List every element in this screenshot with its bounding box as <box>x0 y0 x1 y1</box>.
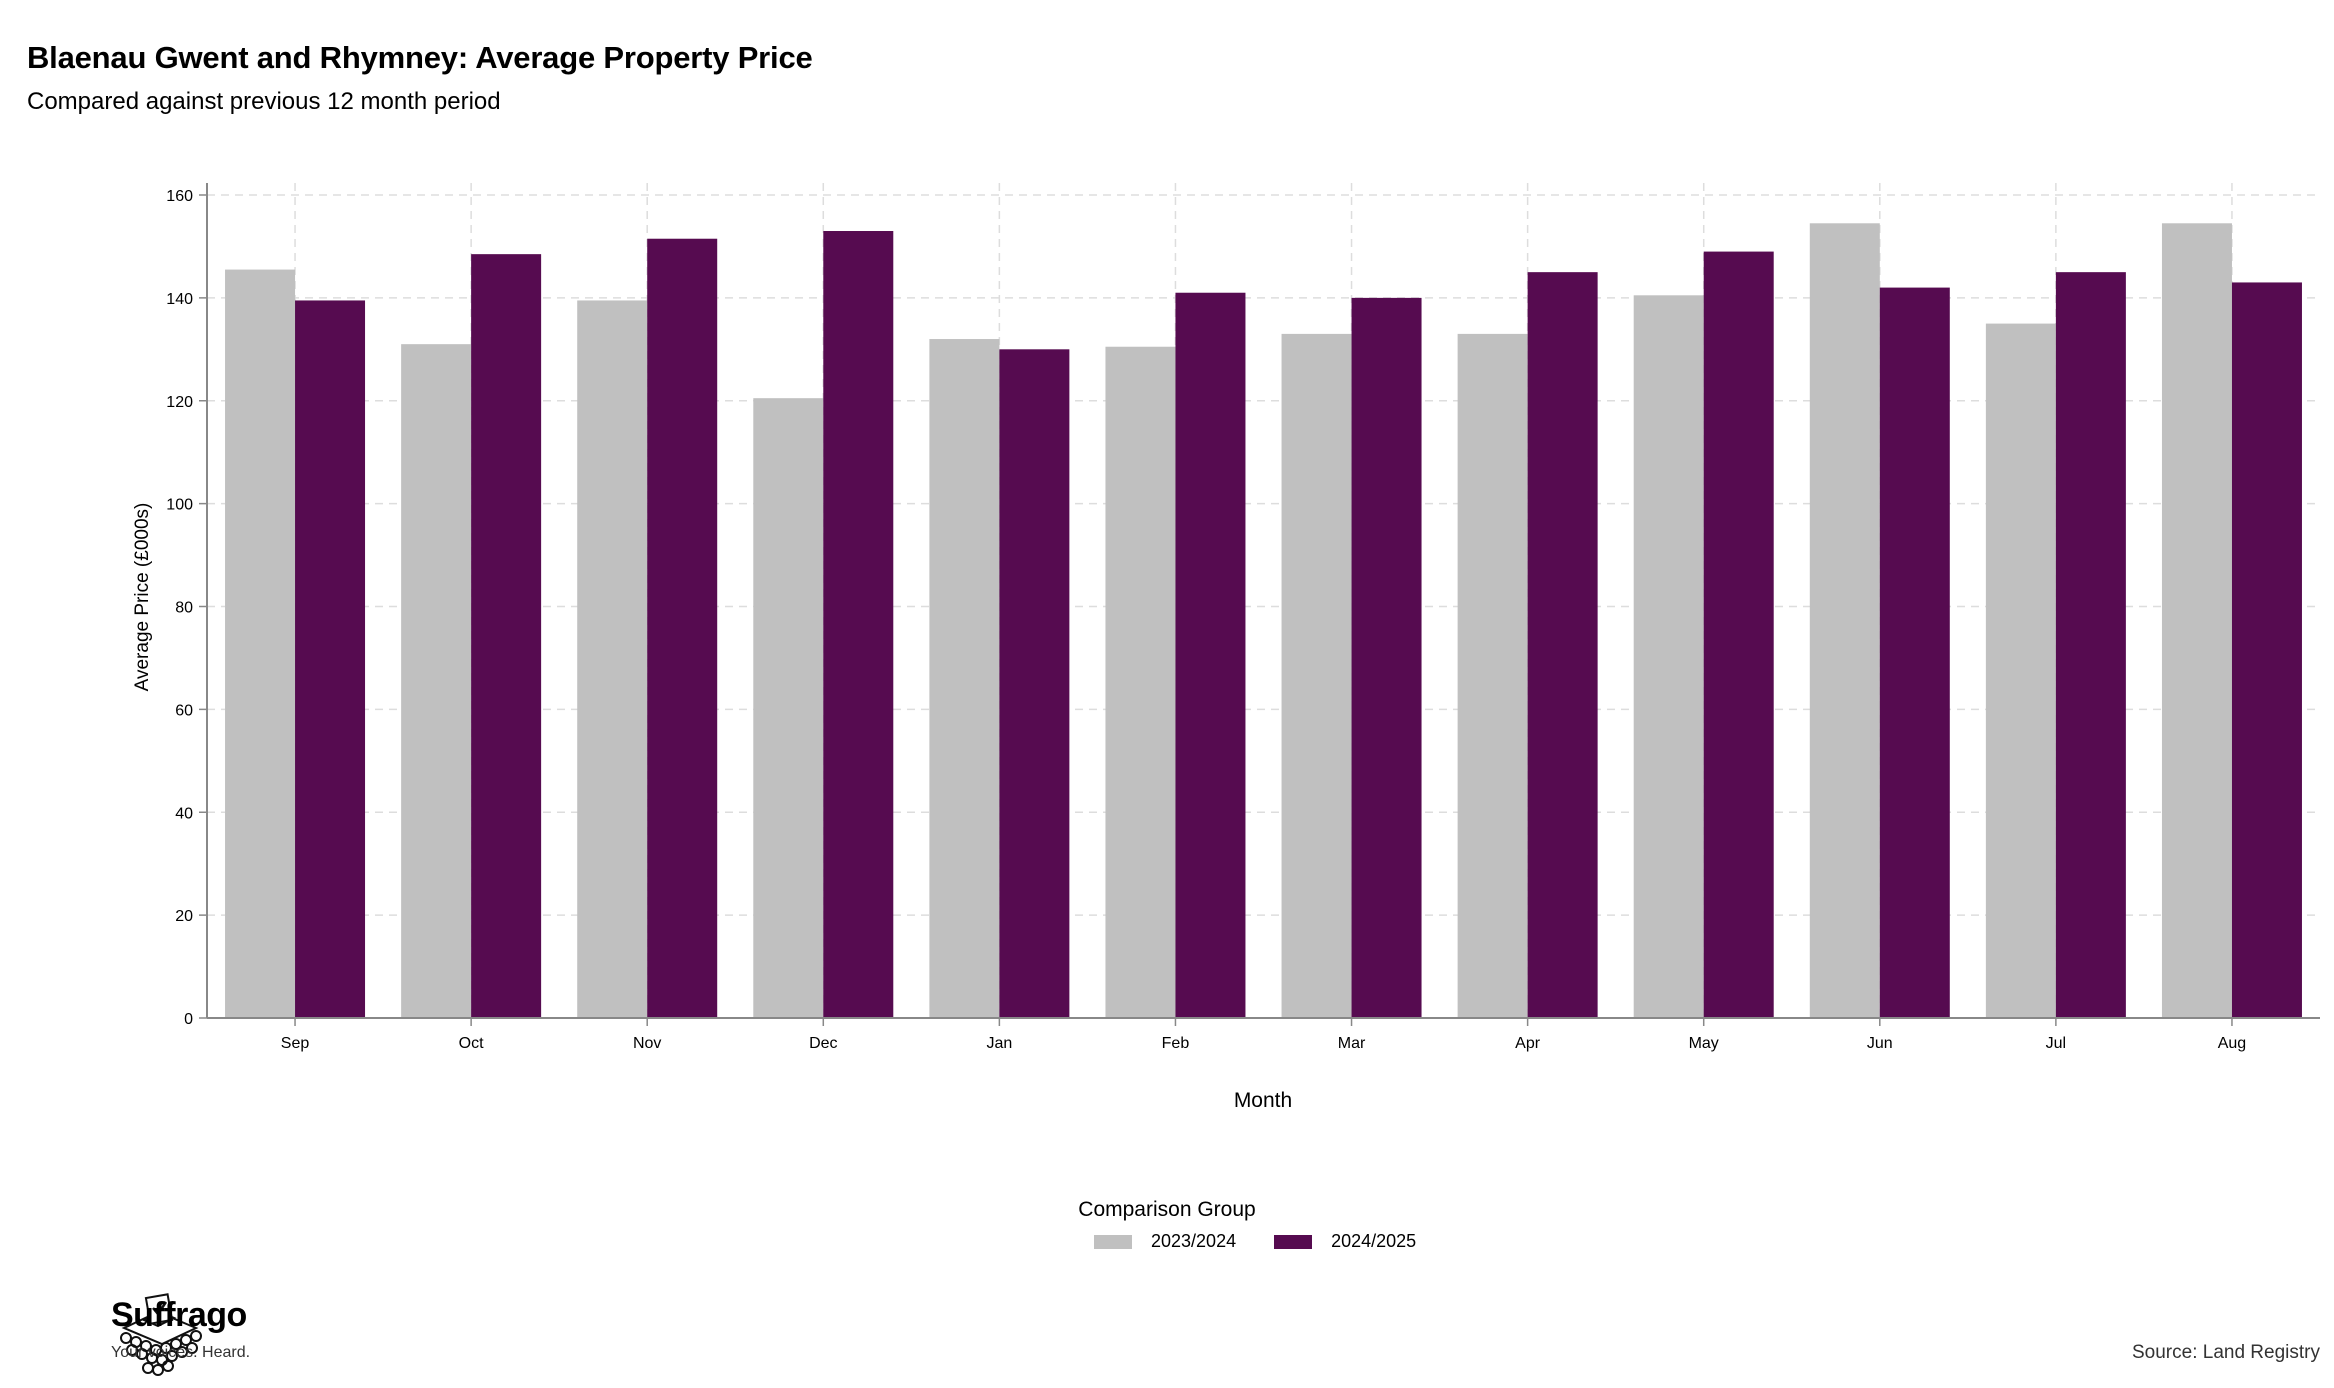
bar-2024-2025 <box>1527 272 1598 1018</box>
x-tick-label: Apr <box>1515 1035 1541 1052</box>
bar-2023-2024 <box>1281 333 1352 1019</box>
bar-2024-2025 <box>823 231 894 1019</box>
x-tick-label: Feb <box>1162 1035 1190 1052</box>
bar-2023-2024 <box>1105 346 1176 1019</box>
bar-2023-2024 <box>1457 333 1528 1019</box>
chart-title: Blaenau Gwent and Rhymney: Average Prope… <box>27 40 813 75</box>
y-tick-label: 60 <box>175 702 193 719</box>
x-tick-label: Aug <box>2218 1035 2246 1052</box>
y-tick-label: 80 <box>175 600 193 617</box>
bar-2024-2025 <box>295 300 366 1018</box>
bar-2023-2024 <box>1985 323 2056 1018</box>
y-tick-label: 120 <box>166 394 193 411</box>
bar-chart: 0 20 40 60 80 100 120 140 160 Sep Oct Nov Dec Jan Feb M… <box>132 183 2320 1112</box>
y-tick-label: 140 <box>166 291 193 308</box>
y-tick-label: 160 <box>166 188 193 205</box>
bar-2023-2024 <box>401 344 472 1018</box>
y-tick-label: 100 <box>166 497 193 514</box>
legend-swatch-2023 <box>1094 1234 1132 1249</box>
y-axis-label: Average Price (£000s) <box>132 503 153 692</box>
brand-tagline: Your voices. Heard. <box>111 1344 251 1361</box>
legend-label-2023: 2023/2024 <box>1151 1231 1237 1251</box>
bar-2024-2025 <box>1351 297 1422 1018</box>
legend-items: 2023/2024 2024/2025 <box>1094 1231 1454 1252</box>
legend-title: Comparison Group <box>1078 1198 1256 1221</box>
bar-2024-2025 <box>1879 287 1950 1018</box>
x-tick-label: Mar <box>1338 1035 1366 1052</box>
brand-name: Suffrago <box>111 1296 247 1334</box>
x-axis-label: Month <box>1234 1089 1292 1112</box>
x-tick-label: Jun <box>1867 1035 1893 1052</box>
bar-2023-2024 <box>1633 295 1704 1019</box>
x-tick-label: Jan <box>986 1035 1012 1052</box>
legend-label-2024: 2024/2025 <box>1331 1231 1417 1251</box>
y-tick-label: 0 <box>184 1011 193 1028</box>
source-note: Source: Land Registry <box>2132 1342 2320 1363</box>
bar-2024-2025 <box>1703 251 1774 1019</box>
bar-2023-2024 <box>225 269 296 1019</box>
bar-2024-2025 <box>647 238 718 1019</box>
bar-2023-2024 <box>1809 223 1880 1018</box>
legend-item-2023: 2023/2024 <box>1094 1231 1236 1252</box>
bars <box>225 223 2302 1019</box>
axes: 0 20 40 60 80 100 120 140 160 Sep Oct Nov Dec Jan Feb M… <box>166 183 2320 1052</box>
x-tick-label: Nov <box>633 1035 661 1052</box>
legend-swatch-2024 <box>1274 1234 1313 1249</box>
x-tick-label: Dec <box>809 1035 837 1052</box>
x-tick-label: May <box>1689 1035 1719 1052</box>
legend-item-2024: 2024/2025 <box>1274 1231 1416 1252</box>
bar-2023-2024 <box>929 339 1000 1018</box>
bar-2024-2025 <box>1175 292 1246 1018</box>
bar-2024-2025 <box>471 254 542 1018</box>
x-tick-label: Sep <box>281 1035 310 1052</box>
bar-2023-2024 <box>753 398 824 1019</box>
y-tick-label: 20 <box>175 908 193 925</box>
x-tick-label: Jul <box>2046 1035 2066 1052</box>
bar-2024-2025 <box>2055 272 2126 1018</box>
bar-2024-2025 <box>2231 282 2302 1019</box>
x-tick-label: Oct <box>459 1035 484 1052</box>
chart-subtitle: Compared against previous 12 month perio… <box>27 88 501 115</box>
bar-2024-2025 <box>999 349 1070 1018</box>
bar-2023-2024 <box>2161 223 2232 1018</box>
y-tick-label: 40 <box>175 805 193 822</box>
bar-2023-2024 <box>577 300 648 1018</box>
ballot-box-logo-icon <box>120 1293 202 1376</box>
